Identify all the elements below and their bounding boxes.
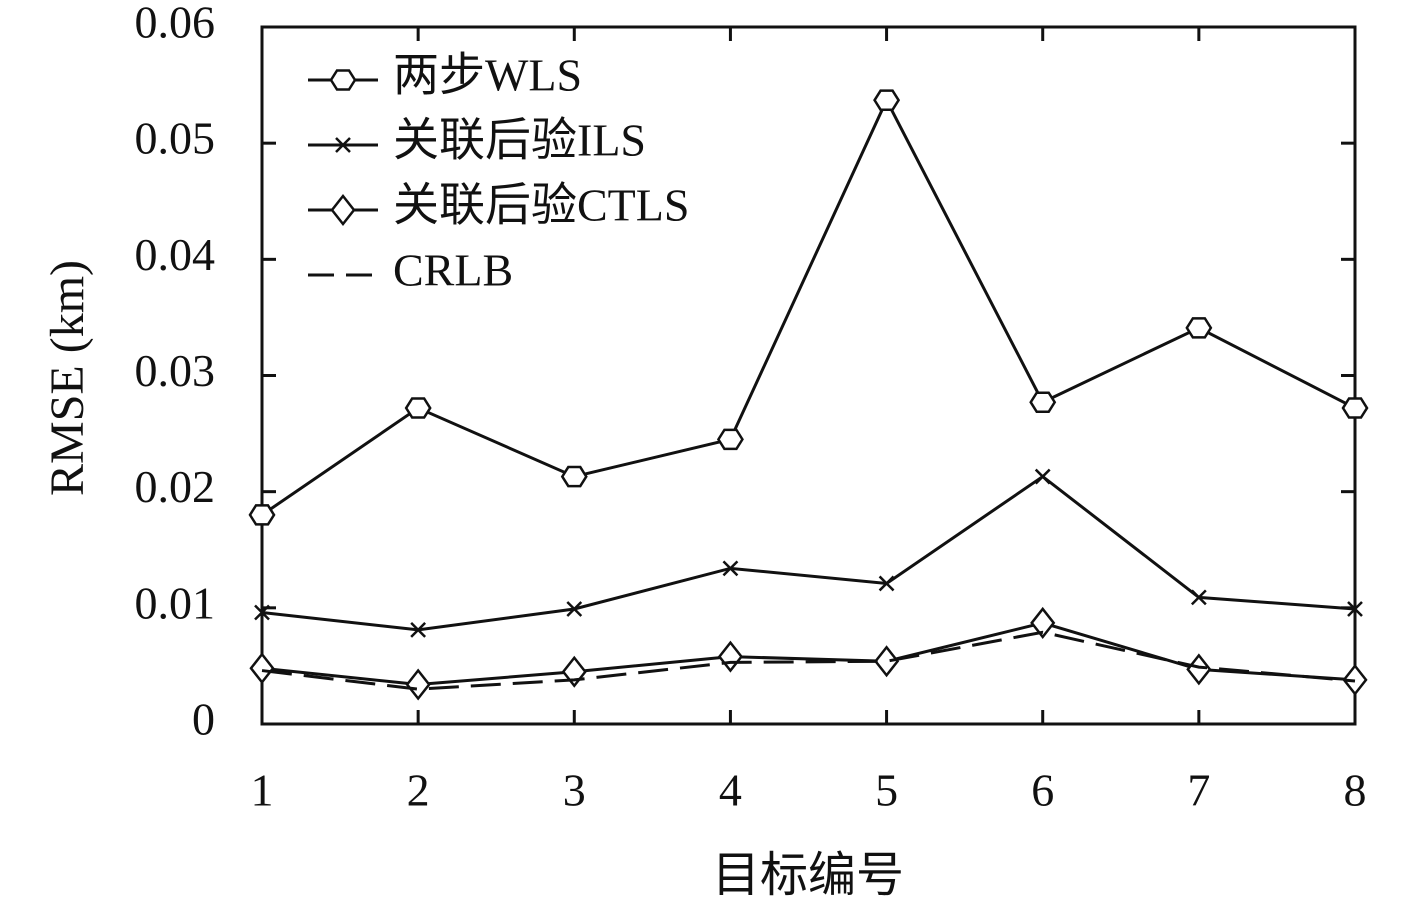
marker (873, 645, 900, 678)
marker (560, 465, 588, 488)
legend-marker (330, 193, 356, 227)
legend-marker (335, 137, 351, 153)
y-tick-label: 0.03 (135, 345, 216, 396)
marker (249, 652, 275, 685)
series-line (261, 96, 1356, 517)
x-tick-label: 7 (1187, 765, 1210, 816)
marker (248, 504, 276, 526)
marker (404, 397, 432, 419)
x-tick-label: 2 (407, 765, 430, 816)
marker (1186, 653, 1212, 686)
marker (716, 428, 744, 451)
marker (1185, 317, 1213, 339)
series-line (261, 621, 1356, 687)
y-tick-label: 0.04 (135, 229, 216, 280)
x-tick-label: 5 (875, 765, 898, 816)
marker (1347, 601, 1363, 617)
x-tick-label: 3 (563, 765, 586, 816)
legend-label: 关联后验CTLS (393, 180, 689, 231)
marker (1034, 468, 1051, 485)
marker (717, 640, 744, 673)
legend-marker (329, 69, 357, 91)
marker (405, 668, 431, 701)
marker (1341, 397, 1369, 419)
legend-label: CRLB (393, 245, 513, 296)
marker (722, 560, 739, 577)
marker (1029, 391, 1057, 413)
legend-label: 关联后验ILS (393, 115, 646, 166)
y-tick-label: 0.01 (135, 577, 216, 628)
x-tick-label: 4 (719, 765, 742, 816)
marker (254, 604, 270, 621)
series-line (261, 630, 1356, 691)
x-tick-label: 6 (1031, 765, 1054, 816)
y-tick-label: 0.02 (135, 461, 216, 512)
marker (566, 601, 583, 617)
y-tick-label: 0.05 (135, 113, 216, 164)
marker (878, 575, 895, 592)
y-axis-label: RMSE (km) (41, 260, 94, 496)
marker (873, 89, 901, 111)
y-tick-label: 0.06 (135, 0, 216, 48)
legend-label: 两步WLS (393, 50, 582, 101)
marker (410, 622, 427, 638)
marker (1190, 589, 1207, 606)
marker (1030, 606, 1056, 639)
x-tick-label: 8 (1344, 765, 1367, 816)
y-tick-label: 0 (192, 694, 215, 745)
x-tick-label: 1 (251, 765, 274, 816)
x-axis-label: 目标编号 (712, 849, 904, 902)
series-line (261, 474, 1356, 632)
